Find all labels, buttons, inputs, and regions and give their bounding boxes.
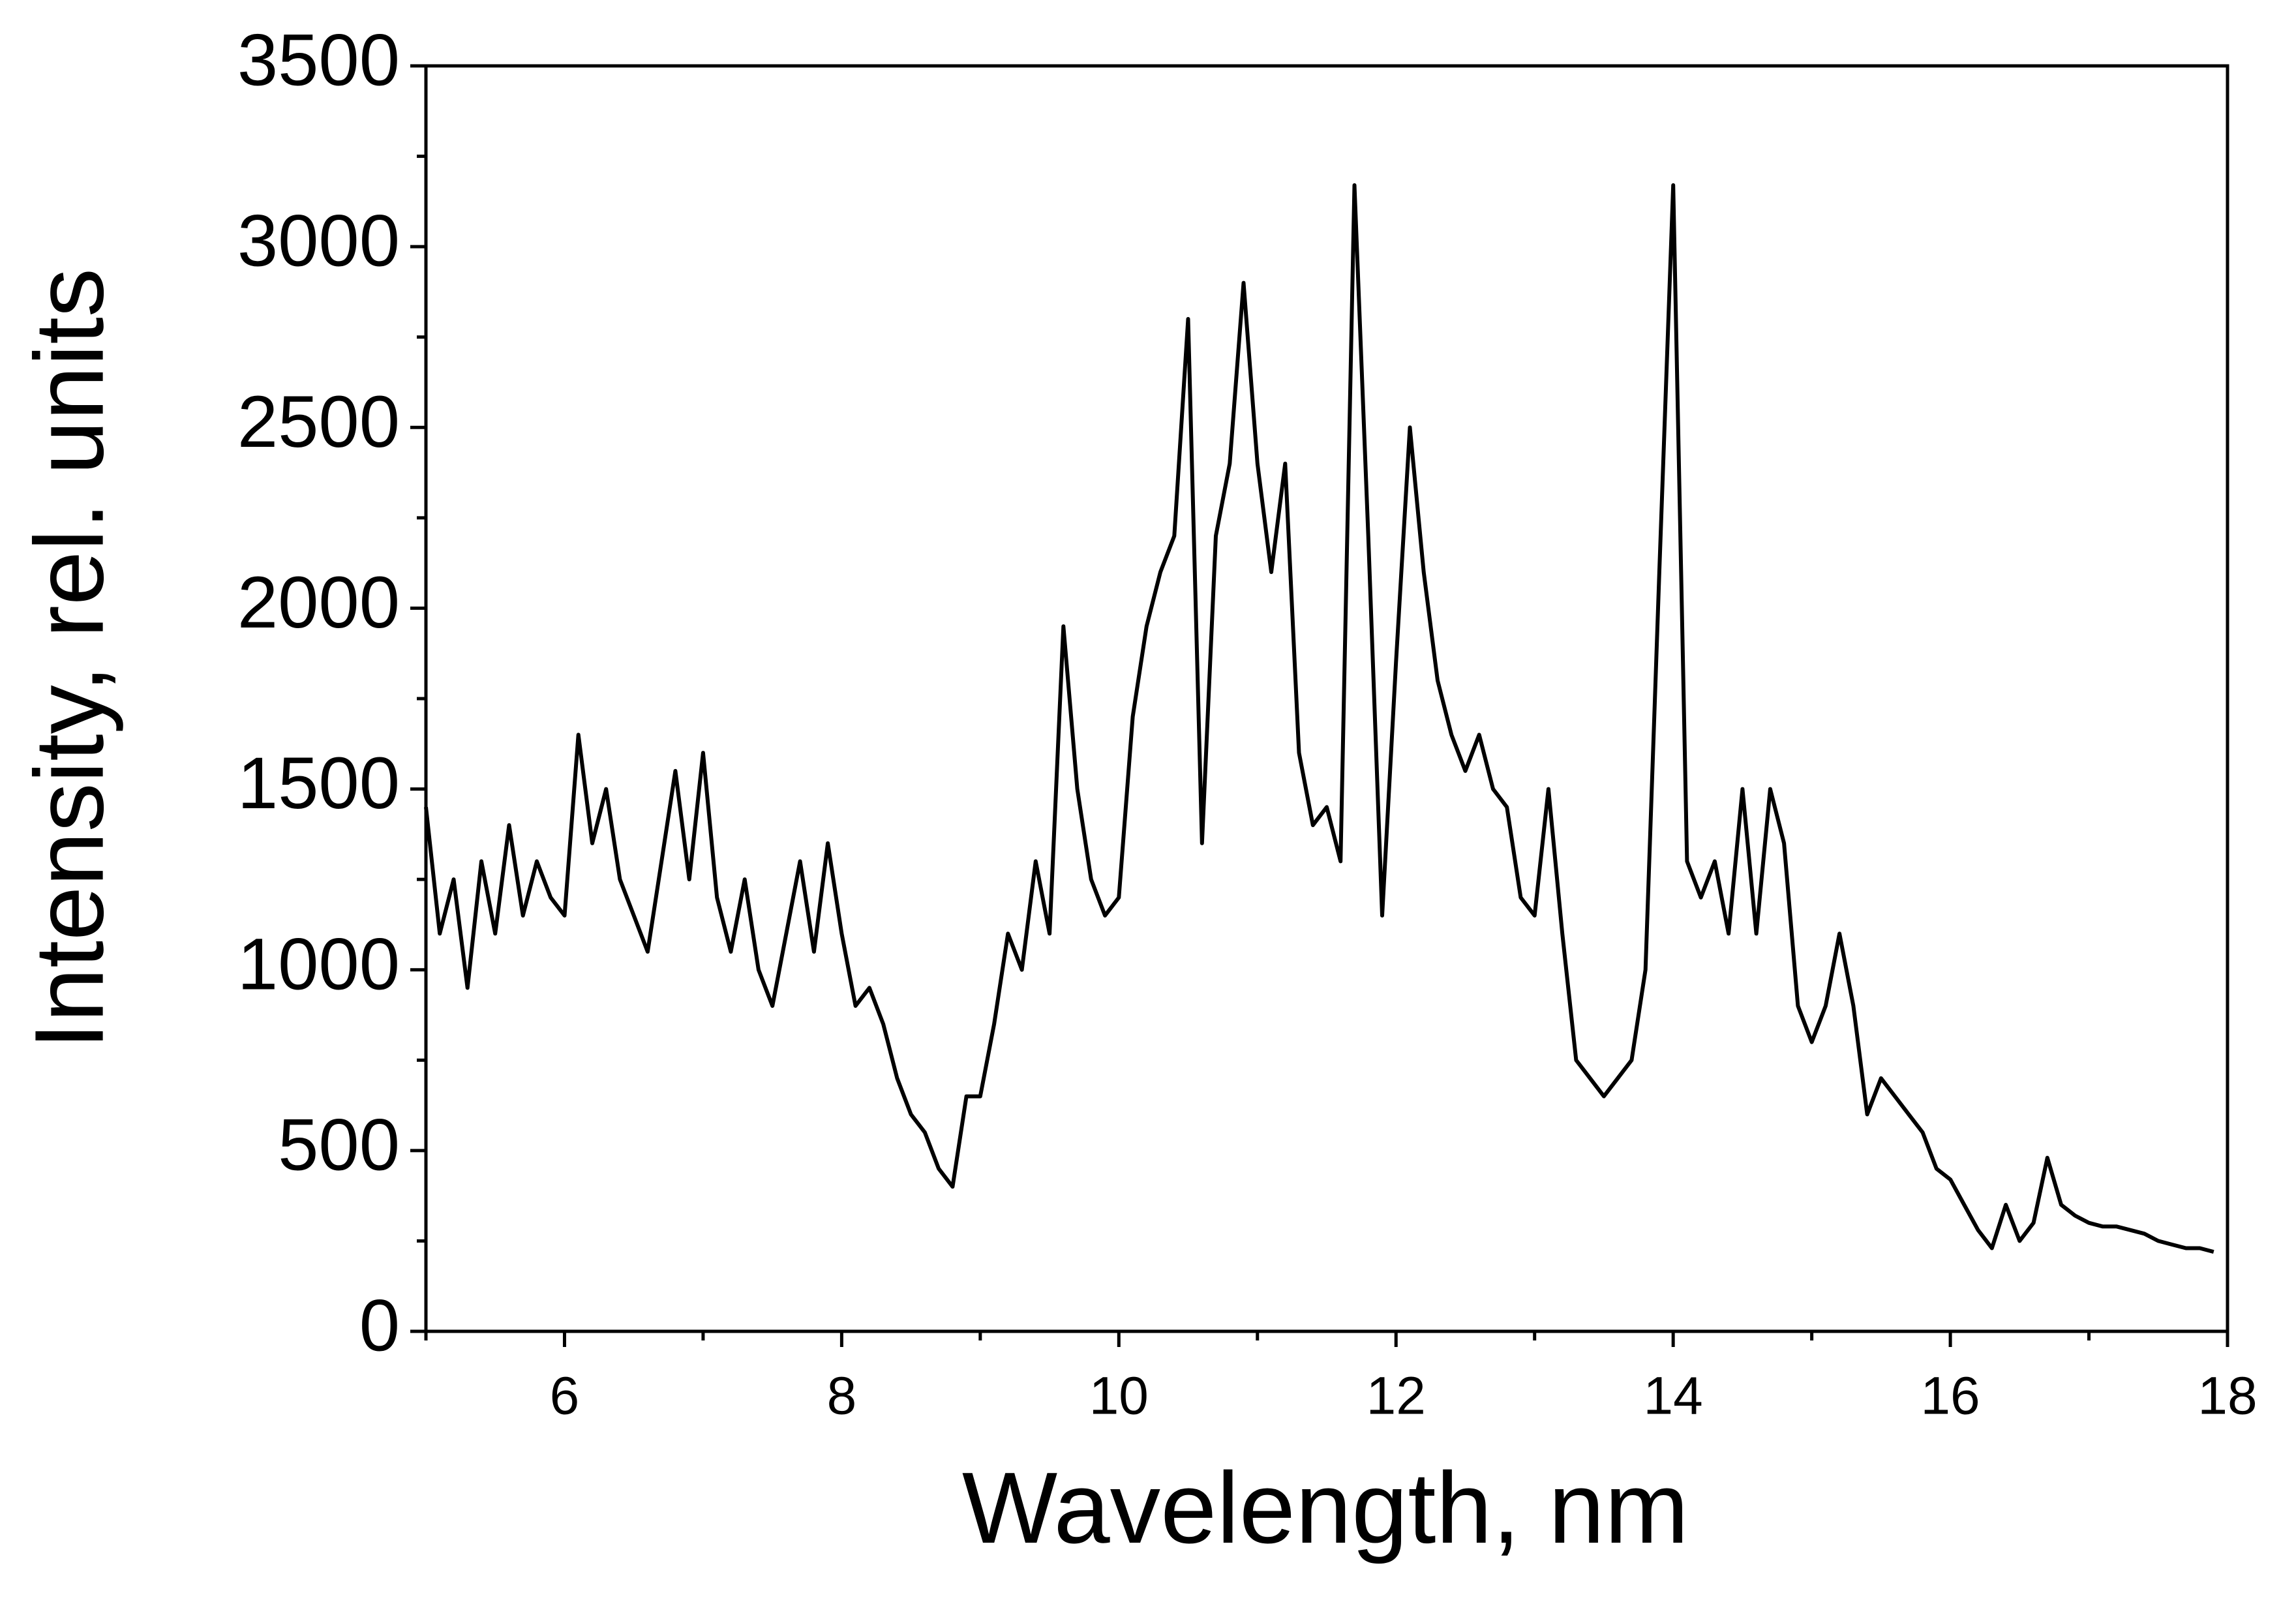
x-tick-label: 12: [1367, 1367, 1426, 1426]
x-tick-label: 10: [1089, 1367, 1149, 1426]
y-tick-label: 3000: [237, 200, 400, 282]
y-tick-label: 1000: [237, 923, 400, 1005]
x-tick-label: 6: [550, 1367, 580, 1426]
x-axis-title: Wavelength, nm: [962, 1451, 1689, 1564]
y-tick-label: 3500: [237, 20, 400, 101]
plot-frame: [424, 64, 2229, 1333]
data-line: [424, 183, 2214, 1254]
x-tick-label: 16: [1920, 1367, 1980, 1426]
x-tick-label: 8: [827, 1367, 857, 1426]
y-tick-label: 2500: [237, 381, 400, 462]
y-tick-label: 1500: [237, 742, 400, 824]
y-tick-label: 500: [278, 1104, 400, 1185]
y-tick-label: 2000: [237, 562, 400, 643]
y-tick-label: 0: [359, 1285, 400, 1367]
x-tick-label: 14: [1644, 1367, 1703, 1426]
y-axis-title: Intensity, rel. units: [14, 268, 124, 1050]
x-tick-label: 18: [2198, 1367, 2257, 1426]
